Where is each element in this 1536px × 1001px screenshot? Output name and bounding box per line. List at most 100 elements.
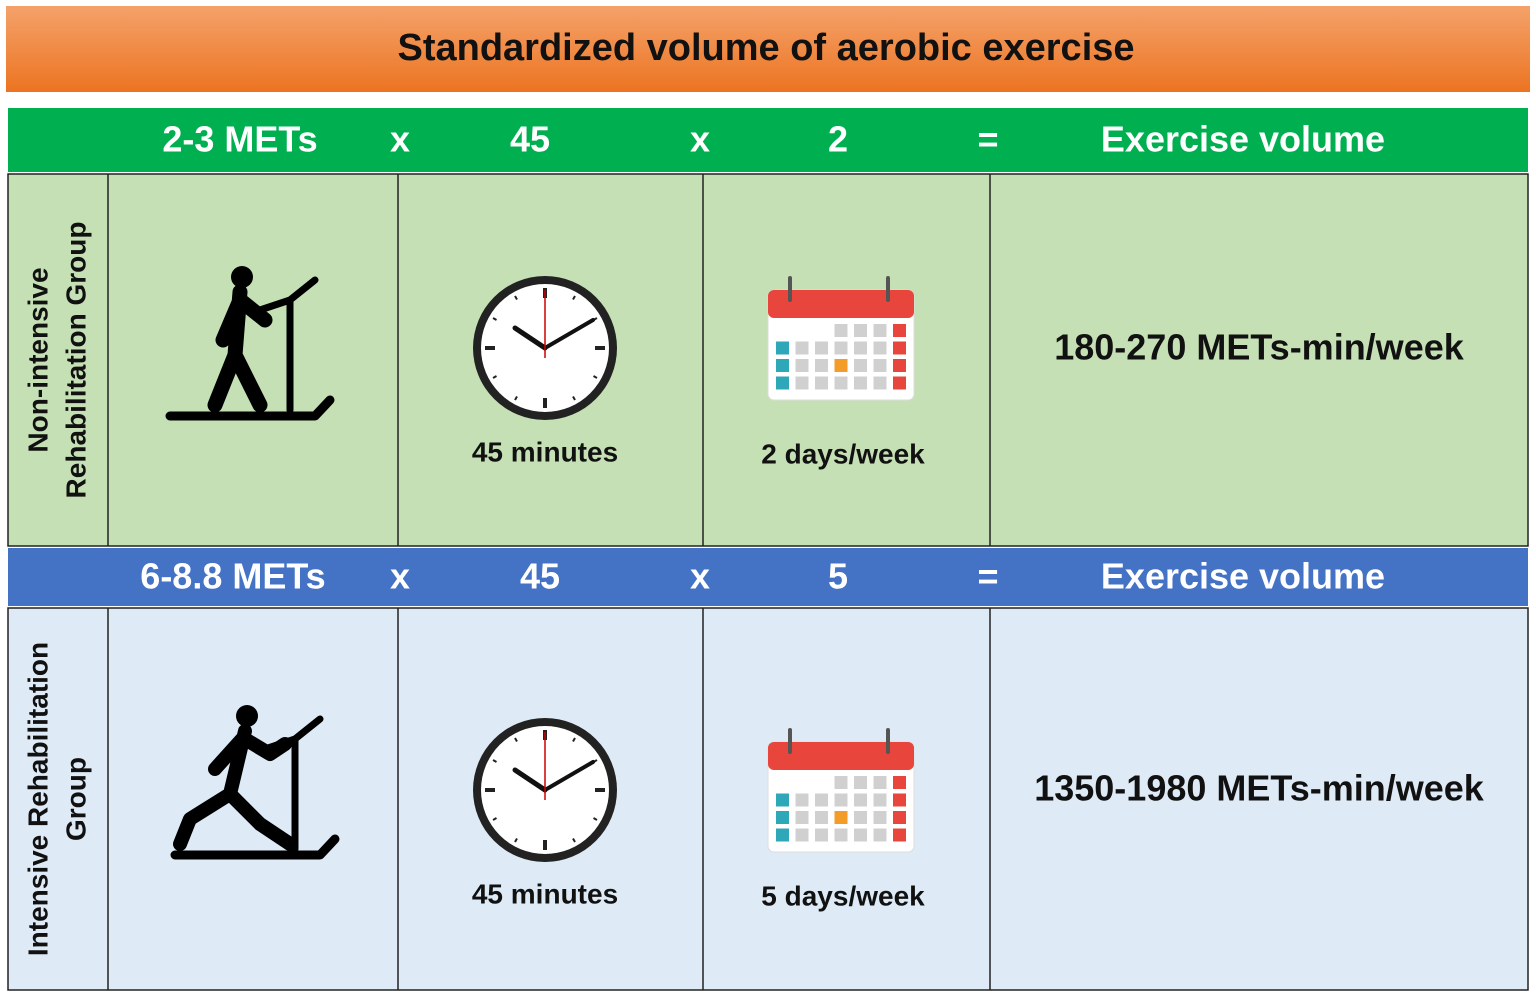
formula-term: x: [690, 556, 710, 597]
clock-tick: [514, 837, 518, 843]
calendar-day: [834, 376, 848, 390]
calendar-top: [768, 290, 914, 318]
calendar-day: [834, 359, 848, 372]
group-name: Intensive Rehabilitation: [22, 642, 53, 956]
formula-term: Exercise volume: [1101, 556, 1385, 597]
formula-term: 2: [828, 119, 848, 160]
calendar-day: [834, 828, 848, 842]
calendar-day: [854, 359, 867, 372]
calendar-day: [795, 793, 809, 807]
clock-tick: [572, 837, 576, 843]
formula-term: x: [390, 556, 410, 597]
calendar-day: [776, 793, 789, 807]
calendar-day: [815, 811, 828, 824]
calendar-day: [893, 811, 906, 824]
calendar-day: [795, 341, 809, 355]
group-name: Group: [60, 757, 91, 841]
calendar-day: [854, 811, 867, 824]
calendar-day: [834, 776, 848, 789]
person-head: [236, 705, 258, 727]
calendar-day: [873, 776, 887, 789]
calendar-day: [854, 324, 867, 337]
calendar-day: [893, 793, 906, 807]
frequency: 5 days/week: [761, 880, 925, 911]
calendar-top: [768, 742, 914, 770]
formula-term: x: [390, 119, 410, 160]
calendar-day: [854, 376, 867, 390]
calendar-day: [893, 359, 906, 372]
clock-tick: [492, 317, 498, 321]
calendar-day: [893, 376, 906, 390]
calendar-day: [795, 359, 809, 372]
calendar-day: [815, 341, 828, 355]
calendar-day: [893, 776, 906, 789]
calendar-day: [893, 828, 906, 842]
calendar-day: [815, 828, 828, 842]
formula-term: x: [690, 119, 710, 160]
clock-hand: [512, 767, 548, 793]
calendar-day: [776, 811, 789, 824]
calendar-day: [873, 828, 887, 842]
calendar-day: [893, 324, 906, 337]
calendar-day: [834, 793, 848, 807]
clock-tick: [492, 375, 498, 379]
calendar-day: [893, 341, 906, 355]
calendar-day: [815, 359, 828, 372]
clock-hand: [543, 318, 595, 350]
clock-tick: [514, 737, 518, 743]
clock-tick: [592, 375, 598, 379]
calendar-day: [854, 341, 867, 355]
formula-term: 5: [828, 556, 848, 597]
formula-bar: [8, 548, 1528, 606]
clock-tick: [492, 817, 498, 821]
calendar-day: [795, 828, 809, 842]
clock-tick: [572, 737, 576, 743]
person-head: [231, 266, 253, 288]
calendar-day: [854, 776, 867, 789]
calendar-day: [815, 376, 828, 390]
formula-bar: [8, 108, 1528, 172]
formula-term: =: [977, 556, 998, 597]
frequency: 2 days/week: [761, 438, 925, 469]
calendar-day: [776, 341, 789, 355]
calendar-day: [873, 341, 887, 355]
clock-tick: [572, 395, 576, 401]
treadmill-rail: [256, 276, 319, 414]
clock-tick: [514, 295, 518, 301]
person: [173, 724, 297, 851]
clock-tick: [514, 395, 518, 401]
formula-term: 45: [510, 119, 550, 160]
calendar-day: [873, 359, 887, 372]
calendar-day: [815, 793, 828, 807]
calendar-day: [834, 341, 848, 355]
formula-term: =: [977, 119, 998, 160]
volume: 1350-1980 METs-min/week: [1034, 768, 1485, 809]
person: [207, 284, 273, 413]
calendar-day: [873, 793, 887, 807]
duration: 45 minutes: [472, 878, 618, 909]
calendar-day: [795, 811, 809, 824]
formula-term: 45: [520, 556, 560, 597]
clock-tick: [572, 295, 576, 301]
treadmill: [165, 395, 335, 421]
calendar-day: [776, 376, 789, 390]
calendar-day: [776, 828, 789, 842]
formula-term: Exercise volume: [1101, 119, 1385, 160]
formula-term: 6-8.8 METs: [140, 556, 325, 597]
calendar-day: [873, 811, 887, 824]
calendar-day: [776, 359, 789, 372]
calendar-day: [834, 811, 848, 824]
clock-tick: [492, 759, 498, 763]
treadmill: [170, 834, 340, 860]
clock-hand: [512, 325, 548, 351]
clock-hand: [543, 760, 595, 792]
group-name: Rehabilitation Group: [60, 222, 91, 499]
title-bar: [6, 6, 1530, 92]
title: Standardized volume of aerobic exercise: [397, 27, 1134, 69]
volume: 180-270 METs-min/week: [1054, 327, 1464, 368]
calendar-day: [854, 828, 867, 842]
calendar-day: [873, 376, 887, 390]
group-name: Non-intensive: [22, 267, 53, 452]
formula-term: 2-3 METs: [162, 119, 317, 160]
